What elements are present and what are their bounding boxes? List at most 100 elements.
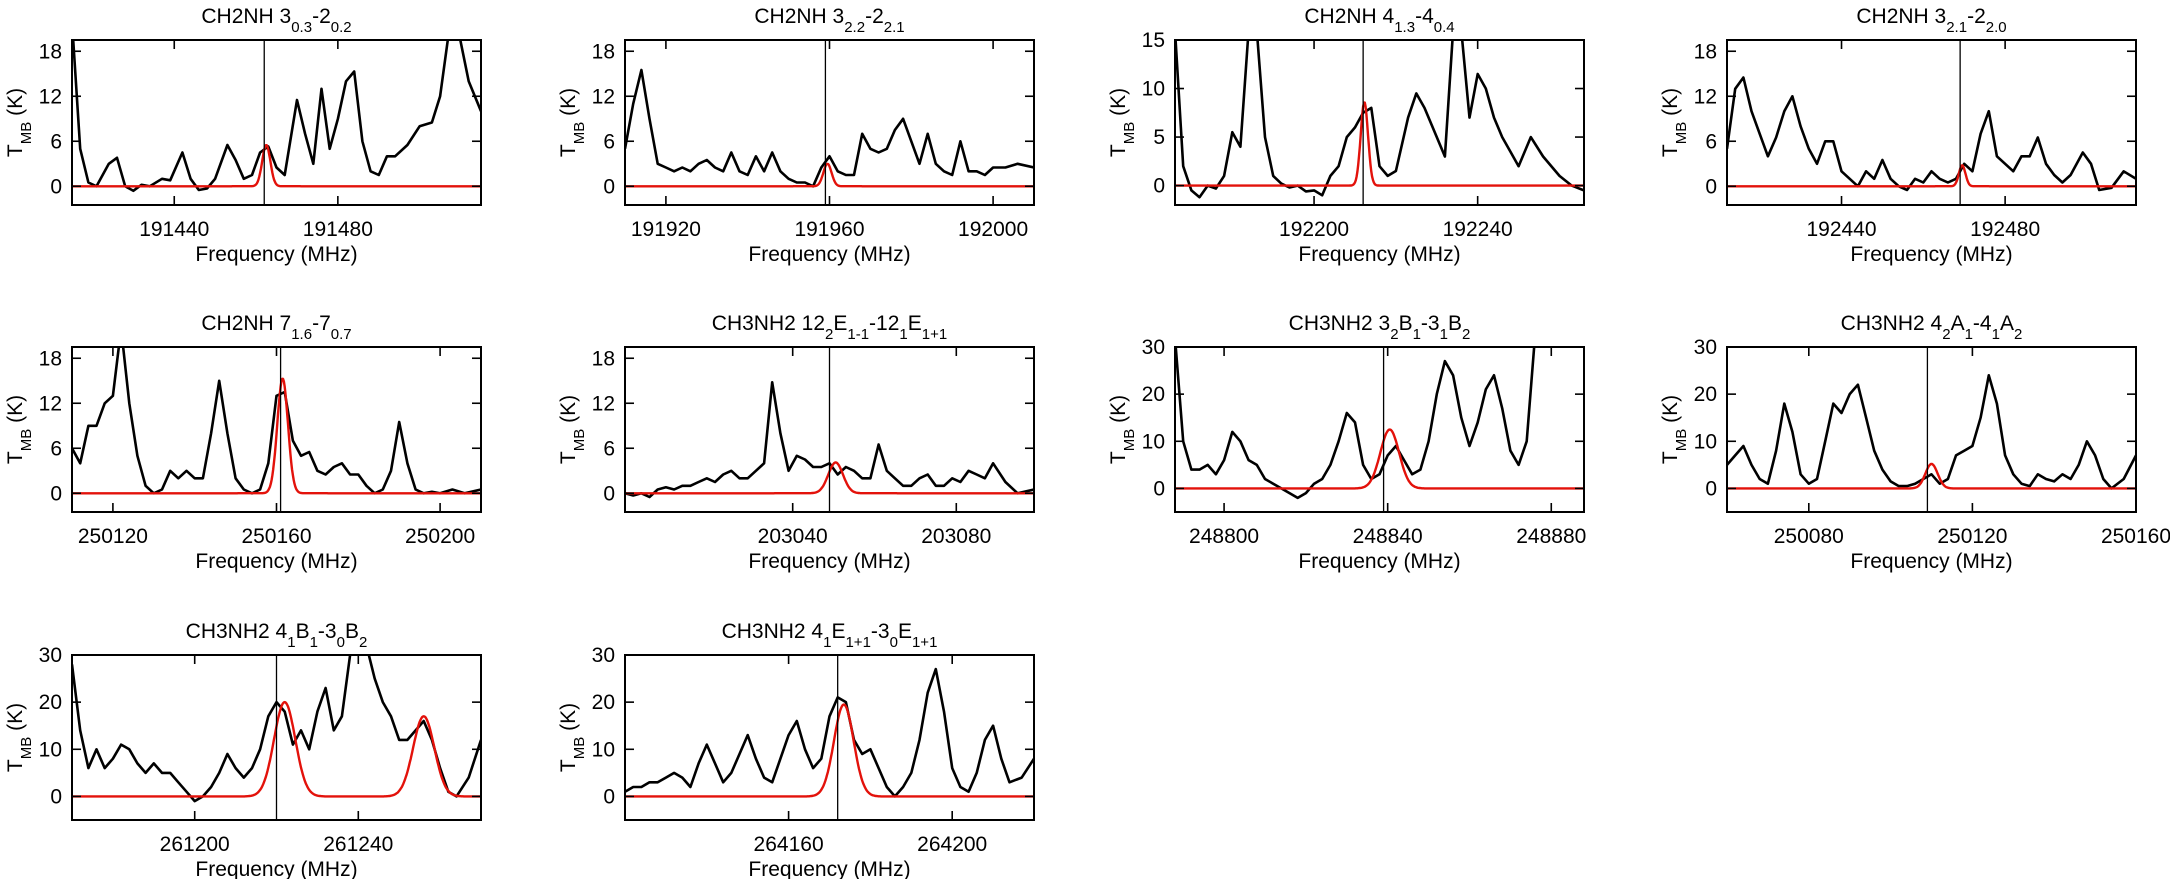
model-fit-line bbox=[1175, 428, 1584, 490]
panel-title-part: 1+1 bbox=[912, 634, 937, 651]
spectrum-panel: CH2NH 71.6-70.7 0 6 12 18 250120 250160 250200 F… bbox=[4, 312, 482, 573]
x-tick-label: 250160 bbox=[2101, 525, 2170, 548]
x-tick-label: 191440 bbox=[139, 218, 209, 241]
y-tick-label: 0 bbox=[50, 175, 62, 198]
y-axis-label-unit: (K) bbox=[557, 88, 580, 122]
y-axis-label-sub: MB bbox=[571, 737, 588, 760]
y-axis-label-sub: MB bbox=[1121, 429, 1138, 452]
model-fit-line bbox=[1175, 101, 1584, 187]
panel-title-part: CH3NH2 12 bbox=[712, 312, 825, 335]
y-axis-label: TMB (K) bbox=[4, 395, 35, 464]
panel-title-part: -7 bbox=[312, 312, 331, 335]
y-tick-label: 10 bbox=[592, 738, 615, 761]
panel-title-part: B bbox=[1448, 312, 1462, 335]
y-tick-label: 6 bbox=[1705, 130, 1717, 153]
panel-title-part: CH3NH2 4 bbox=[186, 620, 288, 643]
y-tick-label: 12 bbox=[1694, 85, 1717, 108]
y-tick-label: 18 bbox=[1694, 40, 1717, 63]
panel-title-part: 0.7 bbox=[331, 326, 352, 343]
spectrum-panel: CH2NH 32.1-22.0 0 6 12 18 192440 192480Frequen… bbox=[1659, 5, 2137, 266]
observed-spectrum-line bbox=[625, 380, 1034, 499]
panel-title-part: 1 bbox=[287, 634, 295, 651]
observed-spectrum-line bbox=[72, 347, 481, 495]
y-tick-label: 6 bbox=[603, 437, 615, 460]
observed-spectrum-line bbox=[625, 667, 1034, 798]
observed-spectrum-line bbox=[1727, 76, 2136, 192]
panel-title-part: -4 bbox=[1415, 5, 1434, 28]
panel-title-part: 0.2 bbox=[331, 19, 352, 36]
panel-title-part: CH2NH 3 bbox=[754, 5, 844, 28]
model-fit-line bbox=[72, 143, 481, 188]
panel-title: CH2NH 32.1-22.0 bbox=[1856, 5, 2006, 36]
x-axis-label: Frequency (MHz) bbox=[195, 550, 357, 573]
x-tick-label: 203080 bbox=[921, 525, 991, 548]
y-tick-label: 30 bbox=[1142, 336, 1165, 359]
observed-spectrum-line bbox=[72, 655, 481, 803]
plot-frame bbox=[1174, 346, 1585, 513]
observed-spectrum-line bbox=[1175, 40, 1584, 199]
y-axis-label: TMB (K) bbox=[1659, 395, 1690, 464]
panel-title-part: 0 bbox=[890, 634, 898, 651]
y-tick-label: 0 bbox=[1153, 477, 1165, 500]
y-axis-label-unit: (K) bbox=[557, 703, 580, 737]
x-axis-label: Frequency (MHz) bbox=[748, 550, 910, 573]
panel-title: CH3NH2 32B1-31B2 bbox=[1289, 312, 1471, 343]
y-axis-label-text: T bbox=[1107, 144, 1130, 157]
y-axis-label-unit: (K) bbox=[4, 703, 27, 737]
panel-title-part: CH2NH 7 bbox=[201, 312, 291, 335]
y-tick-label: 30 bbox=[1694, 336, 1717, 359]
y-tick-label: 0 bbox=[50, 482, 62, 505]
y-axis-label-text: T bbox=[4, 759, 27, 772]
panel-title-part: 1 bbox=[310, 634, 318, 651]
y-axis-label-text: T bbox=[1107, 451, 1130, 464]
y-axis-label-sub: MB bbox=[1121, 122, 1138, 145]
y-axis-label-unit: (K) bbox=[1107, 395, 1130, 429]
y-tick-label: 0 bbox=[1705, 477, 1717, 500]
x-tick-label: 250120 bbox=[78, 525, 148, 548]
panel-title-part: 1 bbox=[1992, 326, 2000, 343]
panel-title: CH2NH 30.3-20.2 bbox=[201, 5, 351, 36]
y-tick-label: 18 bbox=[39, 40, 62, 63]
model-fit-line bbox=[72, 377, 481, 495]
panel-title-part: CH3NH2 4 bbox=[722, 620, 824, 643]
y-tick-label: 0 bbox=[1153, 175, 1165, 198]
x-tick-label: 192240 bbox=[1443, 218, 1513, 241]
panel-title-part: 2.1 bbox=[884, 19, 905, 36]
y-axis-label-sub: MB bbox=[1673, 122, 1690, 145]
panel-title-part: -3 bbox=[871, 620, 890, 643]
y-axis-label: TMB (K) bbox=[4, 88, 35, 157]
plot-area bbox=[1727, 373, 2136, 490]
x-tick-label: 191960 bbox=[794, 218, 864, 241]
x-tick-label: 192480 bbox=[1970, 218, 2040, 241]
x-tick-label: 192000 bbox=[958, 218, 1028, 241]
plot-frame bbox=[71, 654, 482, 821]
panel-title-part: A bbox=[2000, 312, 2014, 335]
y-tick-label: 0 bbox=[603, 175, 615, 198]
x-axis-label: Frequency (MHz) bbox=[195, 243, 357, 266]
y-axis-label-sub: MB bbox=[1673, 429, 1690, 452]
y-tick-label: 10 bbox=[39, 738, 62, 761]
plot-frame bbox=[1174, 39, 1585, 206]
y-axis-label-sub: MB bbox=[18, 429, 35, 452]
panel-title-part: 1 bbox=[1413, 326, 1421, 343]
panel-title-part: 0 bbox=[337, 634, 345, 651]
y-tick-label: 18 bbox=[39, 347, 62, 370]
plot-frame bbox=[71, 39, 482, 206]
panel-title-part: -2 bbox=[312, 5, 331, 28]
y-axis-label-unit: (K) bbox=[4, 88, 27, 122]
panel-title-part: B bbox=[1399, 312, 1413, 335]
plot-area bbox=[625, 68, 1034, 188]
x-tick-label: 192440 bbox=[1806, 218, 1876, 241]
y-axis-label-sub: MB bbox=[18, 122, 35, 145]
model-fit-line bbox=[625, 162, 1034, 188]
panel-title: CH3NH2 41B1-30B2 bbox=[186, 620, 368, 651]
panel-title-part: -4 bbox=[1973, 312, 1992, 335]
plot-area bbox=[625, 667, 1034, 798]
x-tick-label: 191480 bbox=[303, 218, 373, 241]
plot-frame bbox=[624, 654, 1035, 821]
x-tick-label: 250080 bbox=[1774, 525, 1844, 548]
panel-title-part: 2 bbox=[1390, 326, 1398, 343]
